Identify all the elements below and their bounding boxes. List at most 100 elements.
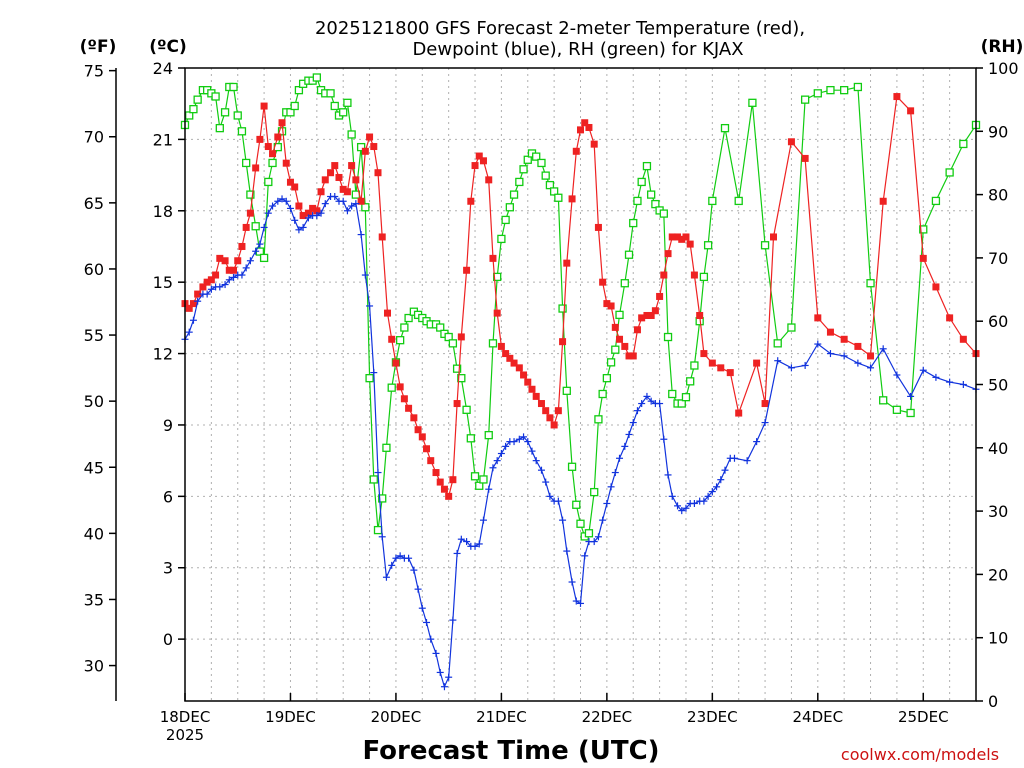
rh-point [624, 250, 634, 259]
dewpoint-point [203, 290, 211, 298]
temperature-point [212, 271, 220, 279]
rh-point [879, 396, 888, 405]
rh-point [452, 364, 462, 373]
rh-point [448, 339, 458, 348]
rh-point [554, 193, 563, 202]
dewpoint-point [432, 649, 440, 657]
dewpoint-point [497, 450, 505, 458]
dewpoint-point [581, 552, 589, 560]
dewpoint-point [826, 350, 834, 358]
dewpoint-point [590, 538, 598, 546]
temperature-point [216, 254, 224, 262]
temperature-point [343, 188, 351, 196]
rh-point [690, 361, 699, 370]
rh-tick-label: 0 [988, 692, 998, 711]
temperature-point [230, 266, 238, 274]
dewpoint-point [295, 226, 303, 234]
rh-point [686, 377, 695, 386]
dewpoint-point [216, 283, 224, 291]
dewpoint-point [867, 364, 875, 372]
rh-point [906, 408, 915, 418]
x-tick-label: 20DEC [371, 708, 422, 726]
fahrenheit-tick-label: 50 [84, 392, 104, 411]
temperature-point [378, 233, 386, 241]
temperature-point [761, 400, 769, 408]
temperature-point [656, 292, 664, 300]
fahrenheit-tick-label: 35 [84, 590, 104, 609]
dewpoint-point [633, 407, 641, 415]
dewpoint-point [568, 578, 576, 586]
rh-point [497, 234, 506, 244]
dewpoint-point [436, 668, 444, 676]
temperature-point [726, 369, 734, 377]
rh-point [237, 127, 247, 136]
dewpoint-point [638, 400, 646, 408]
rh-point [356, 142, 366, 152]
temperature-point [532, 392, 540, 400]
temperature-point [479, 157, 487, 165]
temperature-point [242, 223, 250, 231]
temperature-point [696, 311, 704, 319]
dewpoint-point [959, 381, 967, 388]
rh-point [800, 95, 810, 104]
dewpoint-point [660, 435, 668, 443]
temperature-point [581, 119, 589, 127]
temperature-point [753, 359, 761, 367]
rh-point [677, 399, 686, 408]
temperature-point [295, 202, 303, 210]
temperature-point [445, 492, 453, 500]
temperature-point [919, 254, 927, 262]
rh-point [242, 158, 251, 168]
dewpoint-point [647, 397, 655, 405]
rh-point [396, 336, 405, 345]
temperature-point [643, 311, 651, 319]
temperature-point [893, 93, 901, 101]
temperature-point [550, 421, 558, 429]
x-tick-label: 19DEC [265, 708, 316, 726]
temperature-point [907, 107, 915, 115]
dewpoint-series [181, 193, 980, 691]
dewpoint-point [528, 447, 536, 455]
fahrenheit-unit-label: (ºF) [80, 37, 117, 57]
temperature-point [309, 204, 317, 212]
dewpoint-point [932, 373, 940, 381]
temperature-point [440, 485, 448, 493]
dewpoint-point [269, 202, 277, 210]
celsius-tick-label: 6 [163, 487, 173, 506]
dewpoint-point [668, 492, 676, 500]
rh-point [436, 323, 445, 332]
dewpoint-point [453, 549, 461, 557]
rh-point [519, 165, 528, 174]
temperature-point [238, 242, 246, 250]
temperature-point [660, 271, 668, 279]
chart-title-line2: Dewpoint (blue), RH (green) for KJAX [412, 39, 743, 60]
plot-frame [184, 67, 977, 702]
dewpoint-point [388, 561, 396, 569]
rh-point [246, 190, 255, 199]
temperature-point [436, 478, 444, 486]
rh-tick-label: 80 [988, 186, 1008, 205]
dewpoint-point [378, 533, 386, 541]
rh-point [229, 82, 238, 92]
dewpoint-point [611, 469, 619, 477]
temperature-point [542, 407, 550, 415]
dewpoint-point [502, 442, 510, 450]
rh-point [813, 89, 822, 98]
dewpoint-point [194, 297, 202, 305]
temperature-point [260, 102, 268, 110]
rh-point [484, 430, 493, 440]
rh-point [211, 92, 220, 101]
dewpoint-point [225, 276, 233, 284]
temperature-point [678, 235, 686, 243]
celsius-tick-label: 24 [153, 59, 173, 78]
temperature-point [405, 404, 413, 412]
dewpoint-point [230, 273, 238, 281]
rh-point [773, 339, 782, 348]
temperature-point [252, 164, 260, 172]
rh-point [264, 177, 273, 187]
temperature-point [410, 414, 418, 422]
celsius-tick-label: 21 [153, 130, 173, 149]
temperature-point [357, 197, 365, 205]
temperature-point [352, 176, 360, 184]
temperature-point [291, 183, 299, 191]
